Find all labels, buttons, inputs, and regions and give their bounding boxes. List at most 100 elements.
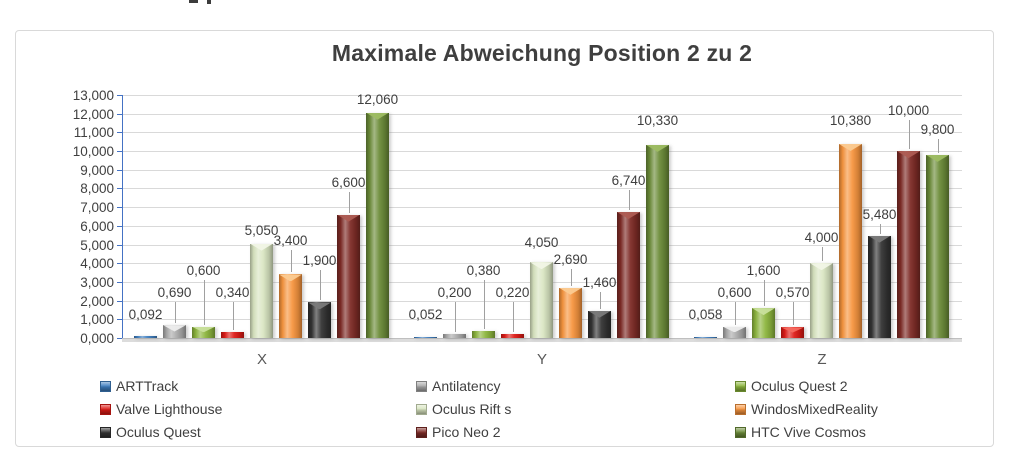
data-label: 0,380 bbox=[466, 263, 501, 278]
data-label: 2,690 bbox=[553, 252, 588, 267]
bar-Y-oculus-quest bbox=[588, 310, 611, 338]
bar-top-bevel bbox=[279, 274, 302, 282]
y-axis-tick-label: 2,000 bbox=[80, 293, 114, 309]
bar-Z-antilatency bbox=[723, 326, 746, 338]
bar-Y-antilatency bbox=[443, 334, 466, 338]
y-axis-tick-label: 11,000 bbox=[73, 125, 114, 141]
y-axis-tick bbox=[117, 132, 122, 134]
bar-gloss bbox=[897, 151, 920, 338]
legend-item-antilatency: Antilatency bbox=[416, 378, 500, 394]
data-label-leader-line bbox=[879, 224, 881, 234]
legend-color-marker bbox=[735, 403, 746, 415]
y-gridline bbox=[122, 225, 962, 227]
bar-top-bevel bbox=[723, 326, 746, 333]
y-axis-tick-label: 7,000 bbox=[80, 200, 114, 216]
chart-frame bbox=[15, 30, 994, 447]
data-label-leader-line bbox=[512, 302, 514, 332]
legend-label: Pico Neo 2 bbox=[432, 424, 501, 440]
legend-item-oculus-quest: Oculus Quest bbox=[100, 424, 201, 440]
legend-label: Valve Lighthouse bbox=[116, 401, 223, 417]
bar-Y-arttrack bbox=[414, 336, 437, 338]
y-axis-tick bbox=[117, 225, 122, 227]
data-label-leader-line bbox=[454, 302, 456, 333]
data-label: 0,200 bbox=[437, 285, 472, 300]
bar-top-bevel bbox=[308, 302, 331, 310]
bar-top-bevel bbox=[617, 212, 640, 219]
bar-Y-oculus-rift-s bbox=[530, 262, 553, 338]
bar-gloss bbox=[530, 262, 553, 338]
bar-top-bevel bbox=[646, 144, 669, 152]
data-label-leader-line bbox=[203, 280, 205, 325]
y-axis-tick bbox=[117, 169, 122, 171]
bar-Y-valve-lighthouse bbox=[501, 333, 524, 338]
data-label: 0,092 bbox=[128, 307, 163, 322]
bar-X-pico-neo-2 bbox=[337, 214, 360, 338]
bar-X-valve-lighthouse bbox=[221, 331, 244, 338]
bar-top-bevel bbox=[559, 287, 582, 295]
data-label-leader-line bbox=[232, 302, 234, 330]
data-label-leader-line bbox=[599, 292, 601, 309]
y-axis-line bbox=[122, 95, 123, 338]
bar-gloss bbox=[926, 154, 949, 338]
bar-gloss bbox=[443, 334, 466, 338]
legend-color-marker bbox=[100, 403, 111, 415]
data-label: 0,600 bbox=[186, 263, 221, 278]
legend-color-marker bbox=[735, 426, 746, 438]
bar-X-oculus-quest-2 bbox=[192, 326, 215, 338]
data-label: 6,600 bbox=[331, 175, 366, 190]
data-label: 0,690 bbox=[157, 285, 192, 300]
legend-item-arttrack: ARTTrack bbox=[100, 378, 178, 394]
x-axis-category-label: Y bbox=[536, 351, 547, 368]
bar-Z-oculus-quest bbox=[868, 235, 891, 338]
bar-gloss bbox=[279, 274, 302, 338]
y-axis-tick-label: 0,000 bbox=[80, 331, 114, 346]
bar-top-bevel bbox=[926, 154, 949, 162]
plot-floor bbox=[122, 339, 962, 342]
bar-Y-oculus-quest-2 bbox=[472, 330, 495, 338]
y-axis-tick-label: 5,000 bbox=[80, 237, 114, 253]
legend-item-oculus-quest-2: Oculus Quest 2 bbox=[735, 378, 848, 394]
legend-item-htc-vive-cosmos: HTC Vive Cosmos bbox=[735, 424, 866, 440]
bar-top-bevel bbox=[897, 151, 920, 159]
bar-top-bevel bbox=[192, 326, 215, 333]
bar-Y-windosmixedreality bbox=[559, 287, 582, 338]
y-gridline bbox=[122, 169, 962, 171]
cropped-text-artifact bbox=[189, 0, 198, 3]
data-label: 10,000 bbox=[887, 103, 930, 118]
bar-top-bevel bbox=[588, 310, 611, 318]
bar-gloss bbox=[337, 214, 360, 338]
data-label-leader-line bbox=[174, 302, 176, 324]
data-label: 5,050 bbox=[244, 223, 279, 238]
data-label-leader-line bbox=[290, 250, 292, 273]
legend-label: Antilatency bbox=[432, 378, 501, 394]
bar-top-bevel bbox=[752, 308, 775, 316]
bar-gloss bbox=[559, 287, 582, 338]
x-axis-category-label: Z bbox=[817, 351, 827, 368]
bar-top-bevel bbox=[163, 325, 186, 332]
data-label-leader-line bbox=[483, 280, 485, 329]
data-label: 12,060 bbox=[356, 92, 399, 107]
y-axis-tick-label: 9,000 bbox=[80, 162, 114, 178]
data-label: 5,480 bbox=[862, 207, 897, 222]
data-label-leader-line bbox=[821, 247, 823, 262]
bar-top-bevel bbox=[366, 112, 389, 120]
bar-gloss bbox=[839, 143, 862, 338]
legend-item-oculus-rift-s: Oculus Rift s bbox=[416, 401, 511, 417]
legend-label: Oculus Quest 2 bbox=[751, 378, 848, 394]
y-axis-tick bbox=[117, 244, 122, 246]
bar-gloss bbox=[588, 310, 611, 338]
y-axis-tick-label: 6,000 bbox=[80, 218, 114, 234]
bar-gloss bbox=[752, 308, 775, 338]
legend-item-valve-lighthouse: Valve Lighthouse bbox=[100, 401, 222, 417]
bar-gloss bbox=[308, 302, 331, 338]
bar-gloss bbox=[366, 112, 389, 338]
y-axis-tick bbox=[117, 338, 122, 339]
legend-item-windosmixedreality: WindosMixedReality bbox=[735, 401, 878, 417]
data-label: 6,740 bbox=[611, 173, 646, 188]
bar-gloss bbox=[414, 336, 437, 338]
bar-top-bevel bbox=[337, 214, 360, 222]
data-label-leader-line bbox=[348, 192, 350, 213]
bar-gloss bbox=[472, 330, 495, 338]
legend-color-marker bbox=[100, 380, 111, 392]
